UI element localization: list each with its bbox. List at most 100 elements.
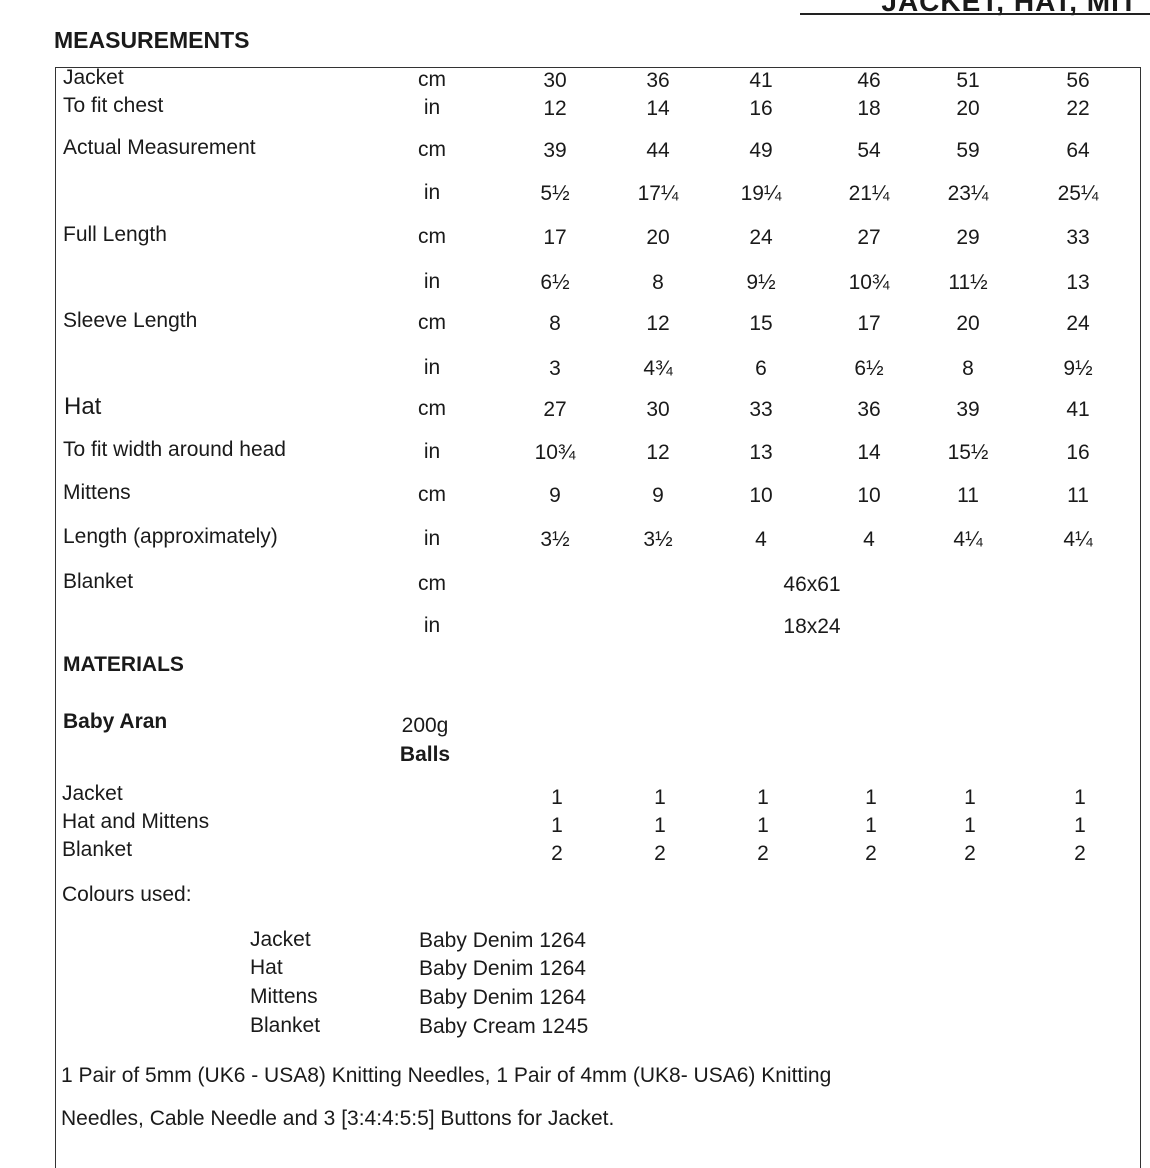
measurement-value: 6	[755, 357, 767, 380]
measurement-value: 12	[646, 312, 670, 335]
measurement-value: 24	[749, 226, 773, 249]
measurement-value: 10¾	[534, 441, 576, 464]
measurement-value: 23¼	[947, 182, 989, 205]
materials-row-label: Blanket	[62, 838, 133, 861]
measurement-value: 13	[749, 441, 773, 464]
yarn-weight: 200g	[401, 714, 449, 737]
ball-count: 2	[1074, 842, 1086, 865]
measurement-value: 25¼	[1057, 182, 1099, 205]
measurement-value: 13	[1066, 271, 1090, 294]
materials-row-label: Jacket	[62, 782, 123, 805]
measurement-value: 59	[956, 139, 980, 162]
colour-item: Jacket	[250, 928, 311, 951]
measurement-value: 41	[1066, 398, 1090, 421]
ball-count: 1	[757, 786, 769, 809]
unit-label: cm	[418, 397, 446, 420]
ball-count: 1	[865, 786, 877, 809]
blanket-size: 46x61	[783, 573, 841, 596]
measurement-value: 4¼	[953, 528, 983, 551]
measurement-value: 15½	[947, 441, 989, 464]
measurement-value: 56	[1066, 69, 1090, 92]
measurement-value: 46	[857, 69, 881, 92]
measurement-value: 44	[646, 139, 670, 162]
measurement-value: 12	[646, 441, 670, 464]
measurement-value: 24	[1066, 312, 1090, 335]
measurement-value: 39	[956, 398, 980, 421]
measurement-value: 8	[549, 312, 561, 335]
ball-count: 1	[654, 786, 666, 809]
measurement-value: 30	[646, 398, 670, 421]
measurement-value: 64	[1066, 139, 1090, 162]
unit-label: cm	[418, 572, 446, 595]
row-label: Mittens	[63, 481, 131, 504]
measurement-value: 54	[857, 139, 881, 162]
measurement-value: 9	[652, 484, 664, 507]
unit-label: in	[423, 181, 441, 204]
measurement-value: 17	[543, 226, 567, 249]
measurement-value: 6½	[854, 357, 884, 380]
measurement-value: 20	[646, 226, 670, 249]
measurement-value: 20	[956, 312, 980, 335]
measurement-value: 19¼	[740, 182, 782, 205]
ball-count: 1	[757, 814, 769, 837]
measurement-value: 9½	[1063, 357, 1093, 380]
unit-label: cm	[418, 68, 446, 91]
unit-label: cm	[418, 483, 446, 506]
measurement-value: 36	[646, 69, 670, 92]
ball-count: 2	[757, 842, 769, 865]
measurement-value: 27	[543, 398, 567, 421]
colour-name: Baby Denim 1264	[419, 929, 586, 952]
unit-label: in	[423, 527, 441, 550]
measurement-value: 36	[857, 398, 881, 421]
ball-count: 1	[1074, 814, 1086, 837]
measurement-value: 20	[956, 97, 980, 120]
colour-name: Baby Denim 1264	[419, 986, 586, 1009]
colours-title: Colours used:	[62, 883, 192, 906]
measurement-value: 11	[1067, 484, 1089, 507]
unit-label: cm	[418, 225, 446, 248]
ball-count: 2	[865, 842, 877, 865]
balls-label: Balls	[399, 743, 451, 766]
row-label: To fit width around head	[63, 438, 286, 461]
unit-label: in	[423, 270, 441, 293]
measurement-value: 16	[749, 97, 773, 120]
colour-item: Blanket	[250, 1014, 321, 1037]
measurement-value: 8	[652, 271, 664, 294]
measurement-value: 6½	[540, 271, 570, 294]
unit-label: in	[423, 614, 441, 637]
ball-count: 1	[964, 786, 976, 809]
measurement-value: 27	[857, 226, 881, 249]
ball-count: 1	[551, 814, 563, 837]
row-label: Blanket	[63, 570, 134, 593]
measurement-value: 3½	[643, 528, 673, 551]
measurement-value: 51	[956, 69, 980, 92]
measurements-title: MEASUREMENTS	[54, 27, 250, 53]
measurement-value: 18	[857, 97, 881, 120]
measurement-value: 4	[755, 528, 767, 551]
blanket-size: 18x24	[783, 615, 841, 638]
measurement-value: 16	[1066, 441, 1090, 464]
measurement-value: 10	[857, 484, 881, 507]
ball-count: 2	[964, 842, 976, 865]
row-label: Length (approximately)	[63, 525, 278, 548]
measurement-value: 49	[749, 139, 773, 162]
ball-count: 1	[1074, 786, 1086, 809]
measurement-value: 4	[863, 528, 875, 551]
measurement-value: 8	[962, 357, 974, 380]
ball-count: 1	[551, 786, 563, 809]
measurement-value: 22	[1066, 97, 1090, 120]
measurement-value: 5½	[540, 182, 570, 205]
content-box	[55, 67, 1141, 1168]
materials-title: MATERIALS	[63, 653, 184, 676]
measurement-value: 14	[646, 97, 670, 120]
measurement-value: 11	[957, 484, 979, 507]
measurement-value: 11½	[948, 271, 988, 294]
measurement-value: 15	[749, 312, 773, 335]
measurement-value: 29	[956, 226, 980, 249]
row-label: Full Length	[63, 223, 167, 246]
measurement-value: 21¼	[848, 182, 890, 205]
unit-label: in	[423, 96, 441, 119]
measurement-value: 9	[549, 484, 561, 507]
row-label: To fit chest	[63, 94, 164, 117]
measurement-value: 33	[749, 398, 773, 421]
